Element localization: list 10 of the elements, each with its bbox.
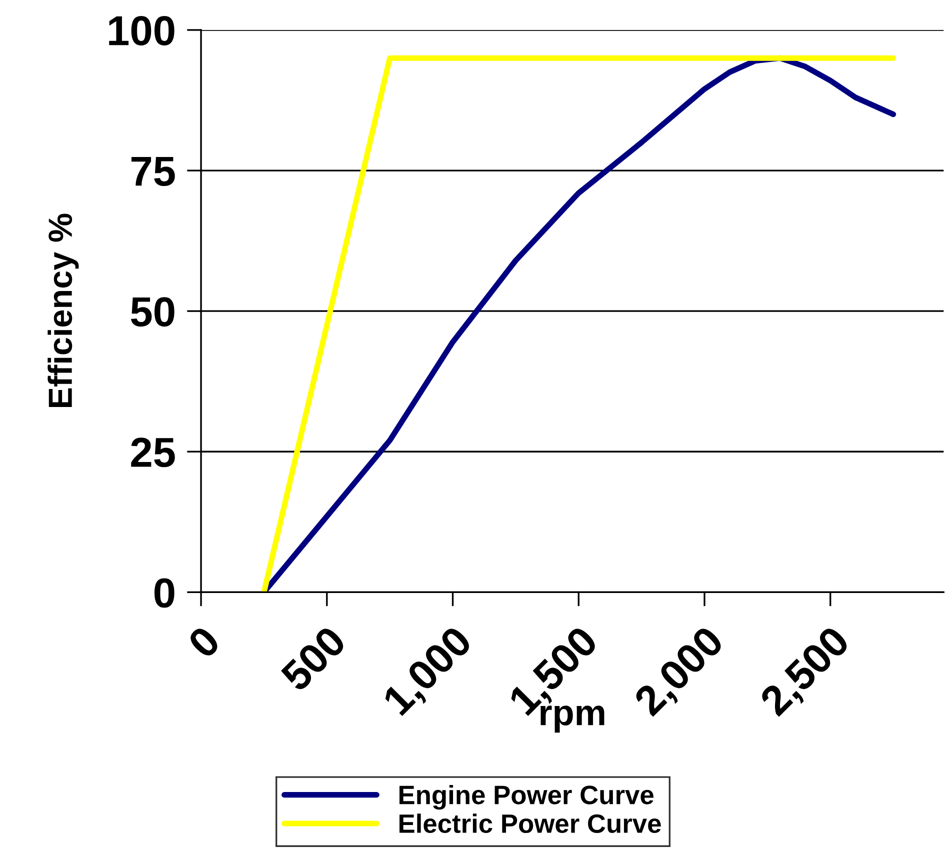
legend-label: Engine Power Curve	[400, 784, 654, 810]
y-tick-label: 0	[154, 578, 174, 608]
legend-label: Electric Power Curve	[400, 814, 661, 833]
x-tick-label: 0	[186, 624, 222, 660]
y-tick-label: 100	[109, 16, 174, 46]
x-tick-label: 500	[279, 624, 348, 693]
y-tick-label: 75	[131, 156, 175, 186]
y-tick-label: 25	[131, 438, 175, 468]
y-tick-label: 50	[130, 297, 174, 327]
y-axis-title: Efficiency %	[48, 214, 79, 408]
